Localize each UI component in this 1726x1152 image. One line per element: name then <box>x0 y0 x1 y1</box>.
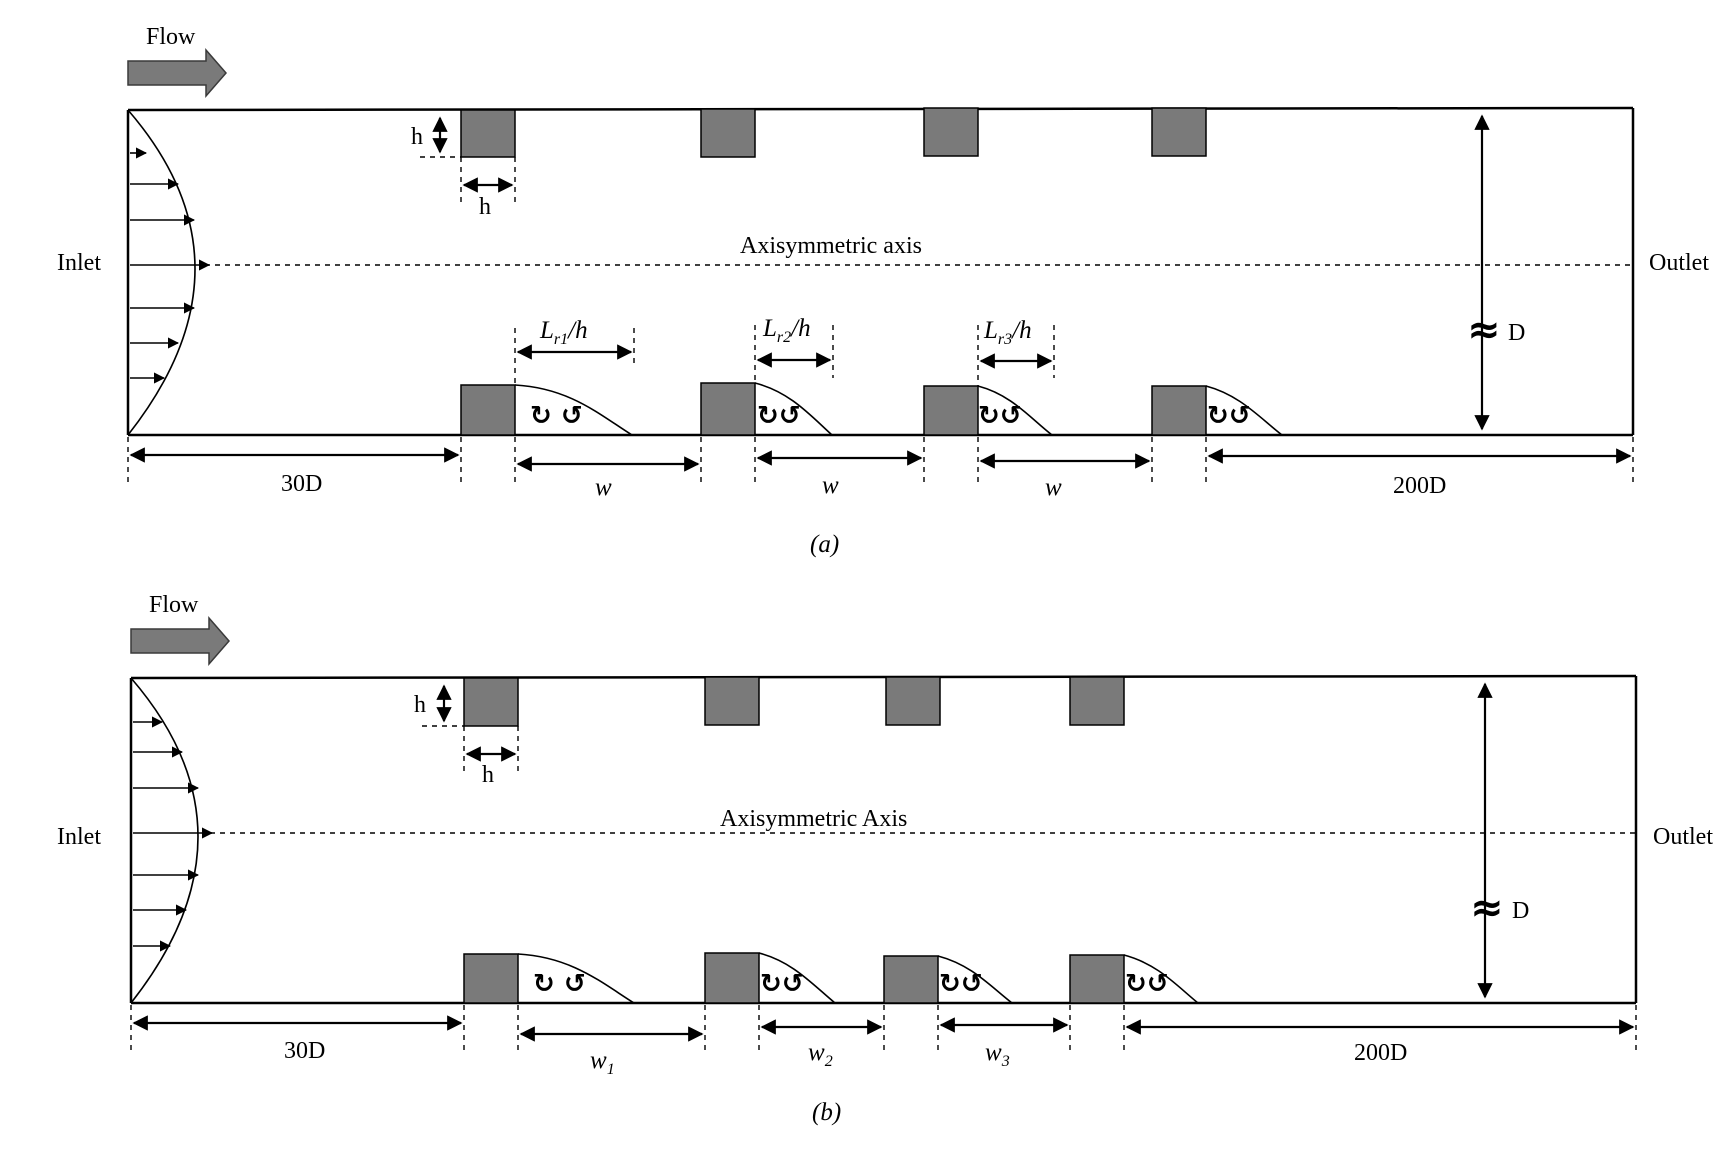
top-rib <box>923 107 979 157</box>
velocity-arrows <box>130 147 211 384</box>
recirculation-boundary <box>1123 954 1199 1004</box>
spacing-label-w2: w2 <box>808 1039 833 1070</box>
recirculation-boundary <box>754 382 833 436</box>
h-vertical-label: h <box>414 692 426 718</box>
recirculation-boundary <box>1205 385 1283 436</box>
top-rib <box>1151 107 1207 157</box>
bottom-rib <box>1151 385 1207 436</box>
panel-b-caption: (b) <box>812 1099 841 1126</box>
panel-a: Flow Axisymmetric axis Inlet Outlet <box>57 24 1709 558</box>
velocity-arrows <box>133 716 214 952</box>
spacing-label-w3: w3 <box>985 1039 1010 1070</box>
spacing-label-w1: w1 <box>590 1047 615 1078</box>
spacing-label: w <box>1045 474 1062 501</box>
recirculation-vortex-icon: ↻↺ <box>939 969 983 999</box>
h-vertical-label: h <box>411 124 423 150</box>
outlet-label: Outlet <box>1653 824 1713 850</box>
recirculation-boundary <box>937 955 1013 1004</box>
top-rib <box>1069 676 1125 726</box>
flow-direction-arrow-icon <box>127 47 227 99</box>
lr1-label: Lr1/h <box>539 317 588 348</box>
inlet-label: Inlet <box>57 824 101 850</box>
flow-direction-arrow-icon <box>130 615 230 667</box>
bottom-rib <box>883 955 939 1004</box>
recirculation-vortex-icon: ↻↺ <box>757 401 801 431</box>
lr2-label: Lr2/h <box>762 315 811 346</box>
recirculation-vortex-icon: ↻↺ <box>1125 969 1169 999</box>
bottom-rib <box>704 952 760 1004</box>
outlet-length-label: 200D <box>1393 473 1446 499</box>
axis-label: Axisymmetric Axis <box>720 806 907 832</box>
recirculation-vortex-icon: ↻↺ <box>760 969 804 999</box>
bottom-rib <box>463 953 519 1004</box>
top-wall <box>130 674 1637 680</box>
recirculation-boundary <box>758 952 836 1004</box>
inlet-label: Inlet <box>57 250 101 276</box>
approx-symbol: ≈ <box>1467 307 1501 353</box>
axis-label: Axisymmetric axis <box>740 233 922 259</box>
inlet-length-label: 30D <box>281 471 322 497</box>
velocity-profile-curve <box>127 109 196 436</box>
outlet-length-label: 200D <box>1354 1040 1407 1066</box>
recirculation-vortex-icon: ↻↺ <box>1207 401 1251 431</box>
top-rib <box>704 676 760 726</box>
bottom-rib <box>1069 954 1125 1004</box>
spacing-label: w <box>595 474 612 501</box>
bottom-rib <box>460 384 516 436</box>
spacing-label: w <box>822 472 839 499</box>
recirculation-vortex-icon: ↻ ↺ <box>533 969 586 999</box>
velocity-profile-curve <box>130 677 199 1004</box>
top-wall <box>127 106 1634 112</box>
panel-b: Flow Axisymmetric Axis Inlet Outlet h <box>57 592 1713 1126</box>
recirculation-boundary <box>517 953 635 1004</box>
panel-a-caption: (a) <box>810 531 839 558</box>
h-horizontal-label: h <box>479 194 491 220</box>
bottom-rib <box>700 382 756 436</box>
d-label: D <box>1508 320 1525 346</box>
bottom-guides <box>130 1005 1637 1053</box>
lr3-label: Lr3/h <box>983 317 1032 348</box>
flow-label: Flow <box>149 592 199 618</box>
flow-label: Flow <box>146 24 196 50</box>
recirculation-vortex-icon: ↻ ↺ <box>530 401 583 431</box>
approx-symbol: ≈ <box>1470 885 1504 931</box>
recirculation-vortex-icon: ↻↺ <box>978 401 1022 431</box>
bottom-rib <box>923 385 979 436</box>
outlet-label: Outlet <box>1649 250 1709 276</box>
bottom-guides <box>127 437 1634 485</box>
top-rib <box>463 677 519 727</box>
h-horizontal-label: h <box>482 762 494 788</box>
recirculation-boundary <box>514 384 633 436</box>
d-label: D <box>1512 898 1529 924</box>
inlet-length-label: 30D <box>284 1038 325 1064</box>
top-rib <box>460 109 516 158</box>
recirculation-boundary <box>977 385 1053 436</box>
top-rib <box>700 108 756 158</box>
top-rib <box>885 676 941 726</box>
